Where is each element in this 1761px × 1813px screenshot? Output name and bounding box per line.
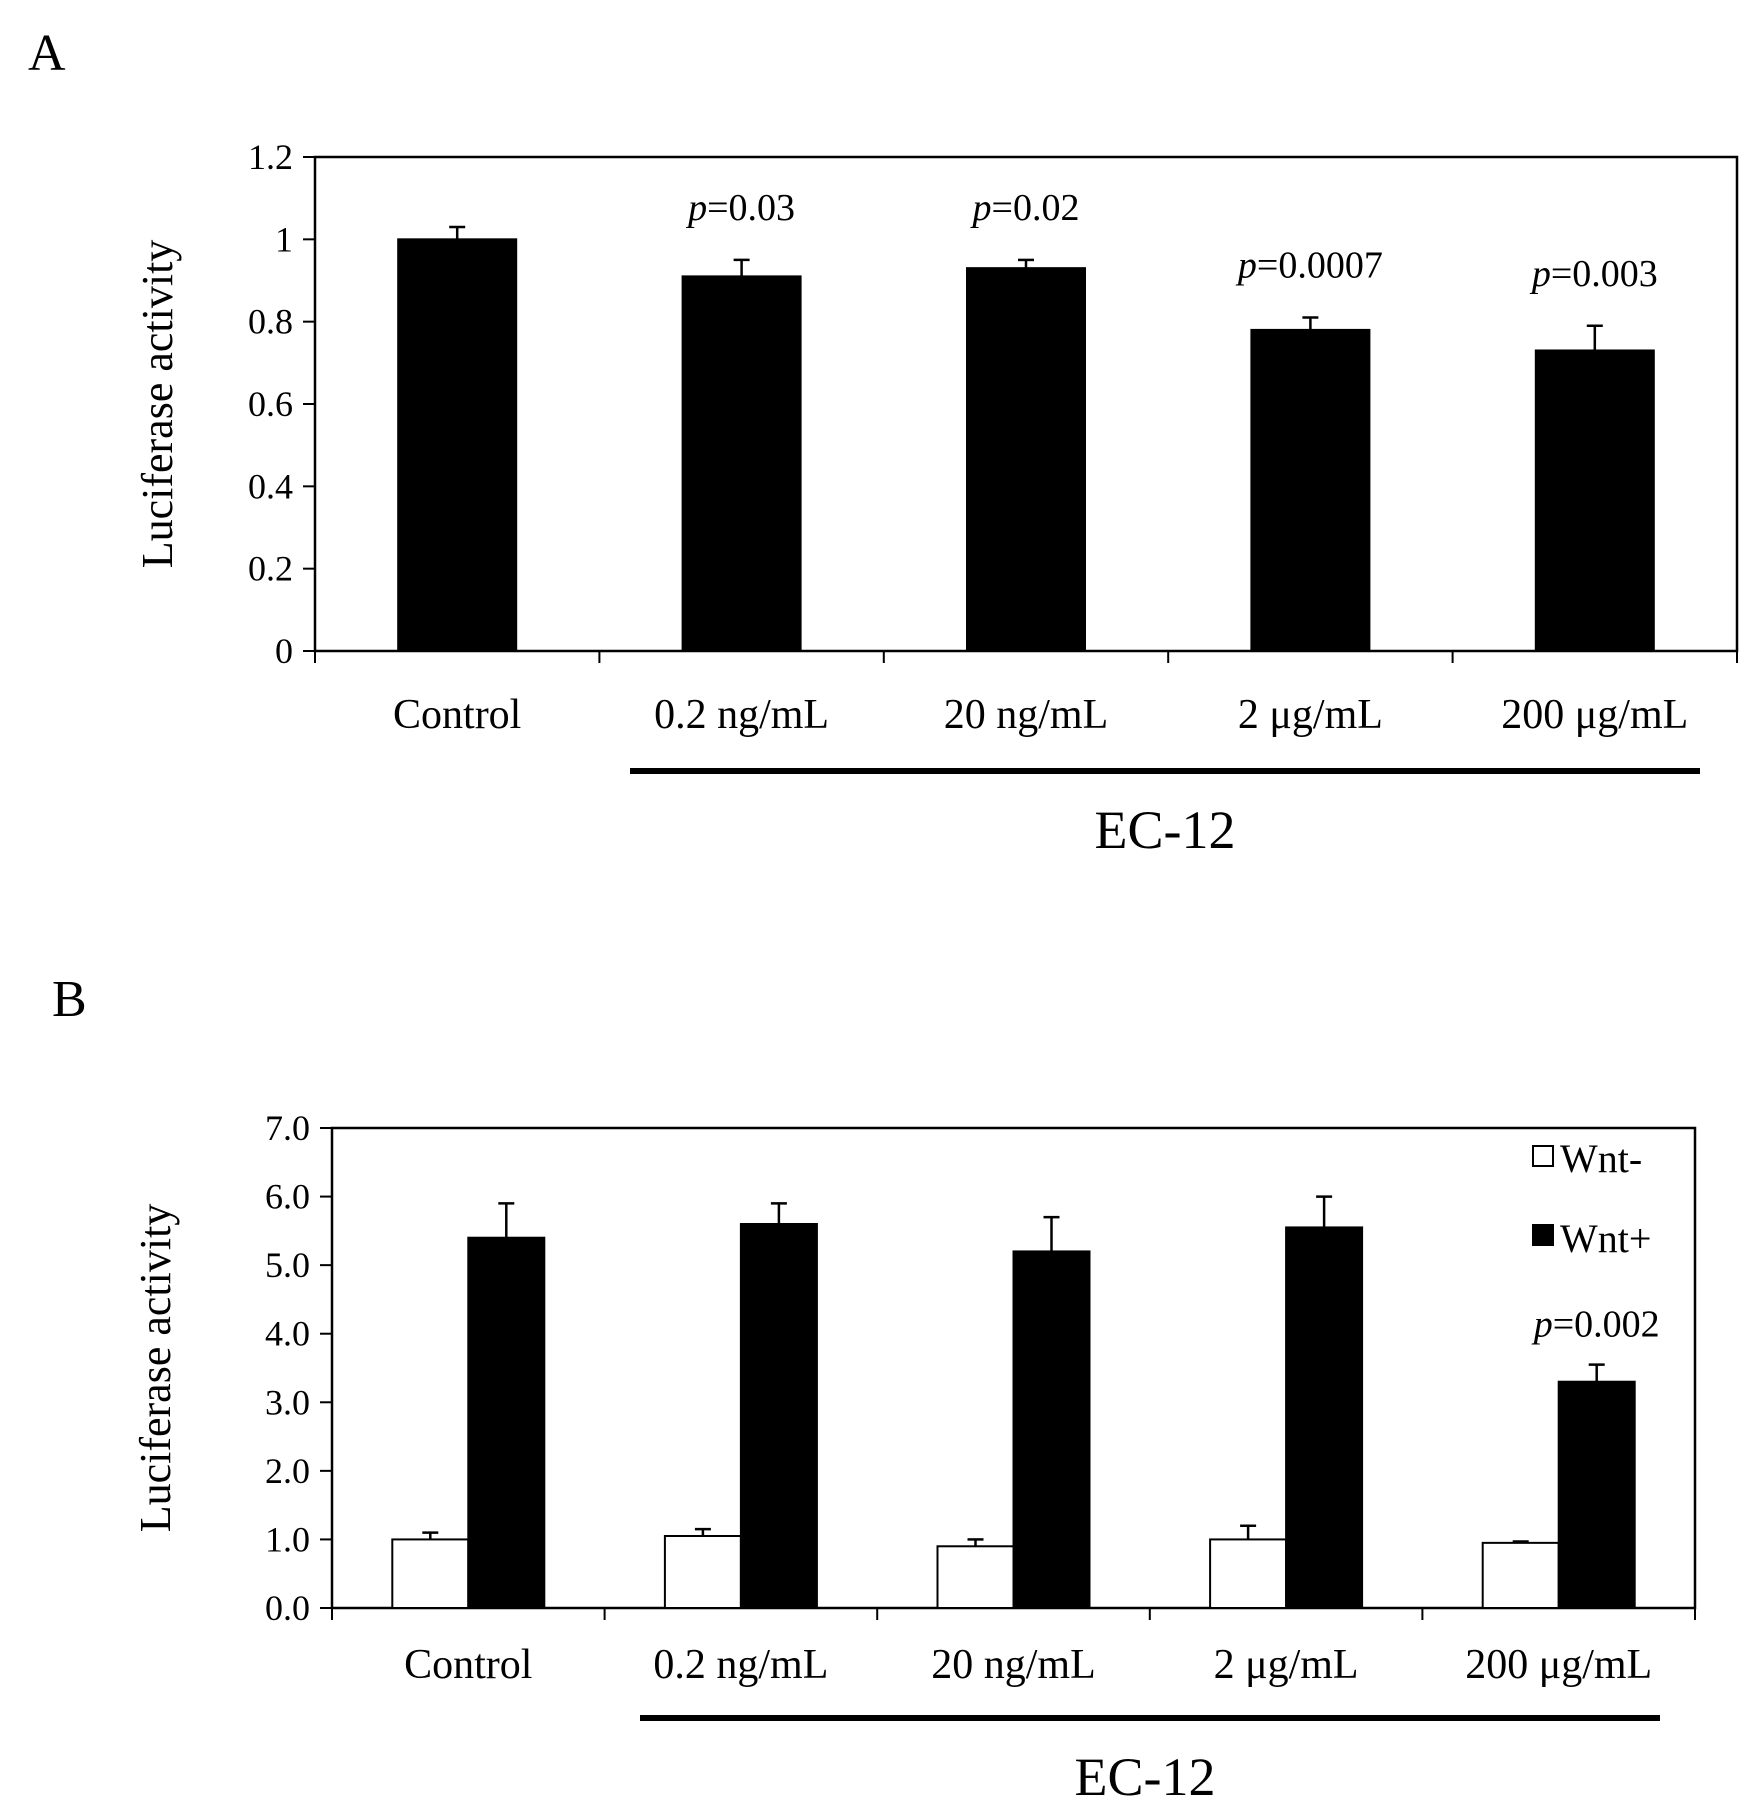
chartB-category-label: 200 μg/mL	[1465, 1642, 1652, 1688]
chartA-bar	[1250, 328, 1371, 652]
chart-a: Luciferase activity 0 0.2 0.4 0.6 0.8 1 1.2 Co…	[133, 137, 1739, 860]
chartA-category-label: 2 μg/mL	[1238, 692, 1383, 738]
chartB-y-tick-label: 3.0	[265, 1382, 310, 1422]
chartB-category-label: 0.2 ng/mL	[653, 1642, 828, 1688]
chart-b-legend: Wnt- Wnt+	[1532, 1136, 1651, 1261]
legend-label-wnt-minus: Wnt-	[1560, 1136, 1642, 1181]
chart-b-error-bars	[422, 1195, 1605, 1547]
chart-a-y-ticks: 0 0.2 0.4 0.6 0.8 1 1.2	[248, 137, 315, 671]
chartB-y-tick-label: 2.0	[265, 1451, 310, 1491]
chartA-y-tick-label: 0.8	[248, 302, 293, 342]
chartA-bar	[966, 267, 1086, 652]
chartB-y-tick-label: 6.0	[265, 1177, 310, 1217]
chartB-bar	[467, 1236, 546, 1609]
chartB-bar	[1557, 1380, 1636, 1609]
chartA-y-tick-label: 0.6	[248, 384, 293, 424]
chartB-y-tick-label: 7.0	[265, 1108, 310, 1148]
legend-label-wnt-plus: Wnt+	[1560, 1216, 1651, 1261]
chartA-category-label: Control	[393, 692, 521, 738]
chartA-y-tick-label: 1	[275, 219, 293, 259]
chart-a-group-label: EC-12	[1095, 800, 1236, 860]
chartA-y-tick-label: 0.2	[248, 549, 293, 589]
chartB-y-tick-label: 4.0	[265, 1314, 310, 1354]
chartB-bar	[936, 1545, 1015, 1610]
panel-a-label: A	[28, 25, 66, 82]
chart-b-bars	[391, 1223, 1636, 1610]
chartB-bar	[391, 1538, 470, 1610]
chartB-bar	[1209, 1538, 1288, 1610]
chart-b-y-ticks: 0.0 1.0 2.0 3.0 4.0 5.0 6.0 7.0	[265, 1108, 332, 1628]
legend-swatch-wnt-plus	[1532, 1224, 1554, 1246]
chartA-bar	[397, 238, 518, 652]
chartB-y-tick-label: 5.0	[265, 1245, 310, 1285]
chartA-y-tick-label: 0.4	[248, 466, 293, 506]
chartB-y-tick-label: 0.0	[265, 1588, 310, 1628]
chart-b-group-label: EC-12	[1075, 1747, 1216, 1807]
chartB-category-label: 20 ng/mL	[931, 1642, 1096, 1688]
chartB-bar	[663, 1535, 742, 1609]
chartB-bar	[1285, 1226, 1364, 1610]
chartA-y-tick-label: 0	[275, 631, 293, 671]
chart-a-y-axis-label: Luciferase activity	[133, 240, 182, 569]
chartA-y-tick-label: 1.2	[248, 137, 293, 177]
chartB-p-value: p=0.002	[1531, 1304, 1660, 1346]
chart-b-annotations: p=0.002	[1531, 1304, 1660, 1346]
chart-a-bars	[397, 238, 1655, 652]
chart-b-x-ticks: Control 0.2 ng/mL 20 ng/mL 2 μg/mL 200 μg/mL	[331, 1608, 1696, 1688]
chartA-bar	[681, 275, 802, 652]
chartA-bar	[1534, 349, 1655, 652]
chartB-category-label: 2 μg/mL	[1214, 1642, 1359, 1688]
chartA-p-value: p=0.02	[970, 187, 1080, 229]
chartB-bar	[1481, 1541, 1560, 1610]
chartA-p-value: p=0.0007	[1235, 245, 1383, 287]
chart-b: Luciferase activity 0.0 1.0 2.0 3.0 4.0 5.0 6.…	[131, 1108, 1697, 1807]
legend-swatch-wnt-minus	[1532, 1145, 1554, 1167]
chart-a-error-bars	[449, 225, 1603, 351]
chart-b-y-axis-label: Luciferase activity	[131, 1204, 180, 1533]
chartA-p-value: p=0.003	[1529, 253, 1658, 295]
chartB-bar	[1012, 1250, 1091, 1610]
chartB-bar	[739, 1223, 818, 1609]
chartA-category-label: 200 μg/mL	[1501, 692, 1688, 738]
panel-b-label: B	[52, 971, 87, 1028]
chartA-p-value: p=0.03	[685, 187, 795, 229]
chart-a-annotations: p=0.03 p=0.02 p=0.0007 p=0.003	[685, 187, 1658, 295]
chartB-y-tick-label: 1.0	[265, 1519, 310, 1559]
chartB-category-label: Control	[404, 1642, 532, 1688]
chartA-category-label: 0.2 ng/mL	[654, 692, 829, 738]
chart-a-x-ticks: Control 0.2 ng/mL 20 ng/mL 2 μg/mL 200 μg/mL	[314, 651, 1738, 738]
chartA-category-label: 20 ng/mL	[944, 692, 1109, 738]
